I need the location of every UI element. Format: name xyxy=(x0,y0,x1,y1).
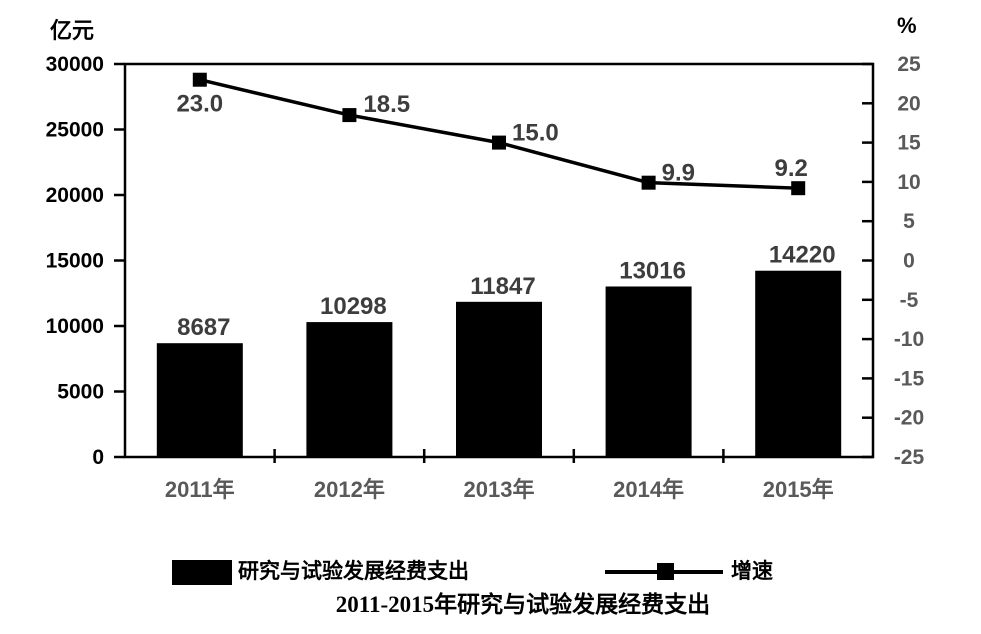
bar-value-label: 13016 xyxy=(619,257,686,284)
left-axis-tick-label: 15000 xyxy=(46,250,104,273)
bar xyxy=(156,343,243,457)
line-value-label: 15.0 xyxy=(512,120,559,147)
line-marker-icon xyxy=(641,175,656,190)
left-axis-tick-label: 0 xyxy=(92,446,104,469)
x-axis-category-label: 2012年 xyxy=(314,477,385,502)
bar-value-label: 8687 xyxy=(177,314,230,341)
line-value-label: 18.5 xyxy=(363,91,410,118)
right-axis-unit-label: % xyxy=(897,13,917,38)
legend-line-marker-icon xyxy=(657,563,674,580)
line-marker-icon xyxy=(791,181,806,196)
left-axis-tick-label: 25000 xyxy=(46,119,104,142)
bar-value-label: 11847 xyxy=(470,273,535,300)
line-marker-icon xyxy=(492,135,506,150)
line-value-label: 9.9 xyxy=(662,160,695,187)
x-axis-category-label: 2014年 xyxy=(613,477,684,502)
right-axis-tick-label: -25 xyxy=(894,446,925,469)
right-axis-tick-label: 15 xyxy=(897,132,921,155)
bar xyxy=(306,322,393,457)
left-axis-tick-label: 30000 xyxy=(46,53,104,76)
right-axis-tick-label: -15 xyxy=(894,367,925,390)
chart-title: 2011-2015年研究与试验发展经费支出 xyxy=(335,592,711,617)
right-axis-tick-label: -10 xyxy=(894,328,924,351)
left-axis-tick-label: 20000 xyxy=(46,184,104,207)
left-axis-tick-label: 10000 xyxy=(46,315,104,338)
left-axis-unit-label: 亿元 xyxy=(50,18,95,43)
bar xyxy=(605,286,692,457)
legend-bar-label: 研究与试验发展经费支出 xyxy=(238,559,469,583)
line-marker-icon xyxy=(342,108,357,123)
right-axis-tick-label: 10 xyxy=(897,171,920,194)
right-axis-tick-label: -20 xyxy=(894,407,924,430)
legend-bar-swatch xyxy=(172,560,232,585)
right-axis-tick-label: 25 xyxy=(897,53,921,76)
chart-legend: 研究与试验发展经费支出 增速 xyxy=(0,555,981,587)
line-value-label: 23.0 xyxy=(176,91,223,118)
x-axis-category-label: 2013年 xyxy=(464,477,535,502)
left-axis-tick-label: 5000 xyxy=(57,381,104,404)
bar xyxy=(456,301,542,457)
line-marker-icon xyxy=(192,72,207,87)
x-axis-category-label: 2015年 xyxy=(763,477,834,502)
right-axis-tick-label: 5 xyxy=(903,210,915,233)
growth-line xyxy=(199,78,799,190)
line-value-label: 9.2 xyxy=(775,155,808,182)
right-axis-tick-label: 20 xyxy=(897,92,920,115)
right-axis-tick-label: 0 xyxy=(903,250,915,273)
bar-value-label: 10298 xyxy=(320,293,387,320)
bar-value-label: 14220 xyxy=(769,242,836,269)
right-axis-tick-label: -5 xyxy=(900,289,919,312)
x-axis-category-label: 2011年 xyxy=(165,477,235,502)
bar xyxy=(755,270,842,457)
legend-line-label: 增速 xyxy=(731,559,773,583)
